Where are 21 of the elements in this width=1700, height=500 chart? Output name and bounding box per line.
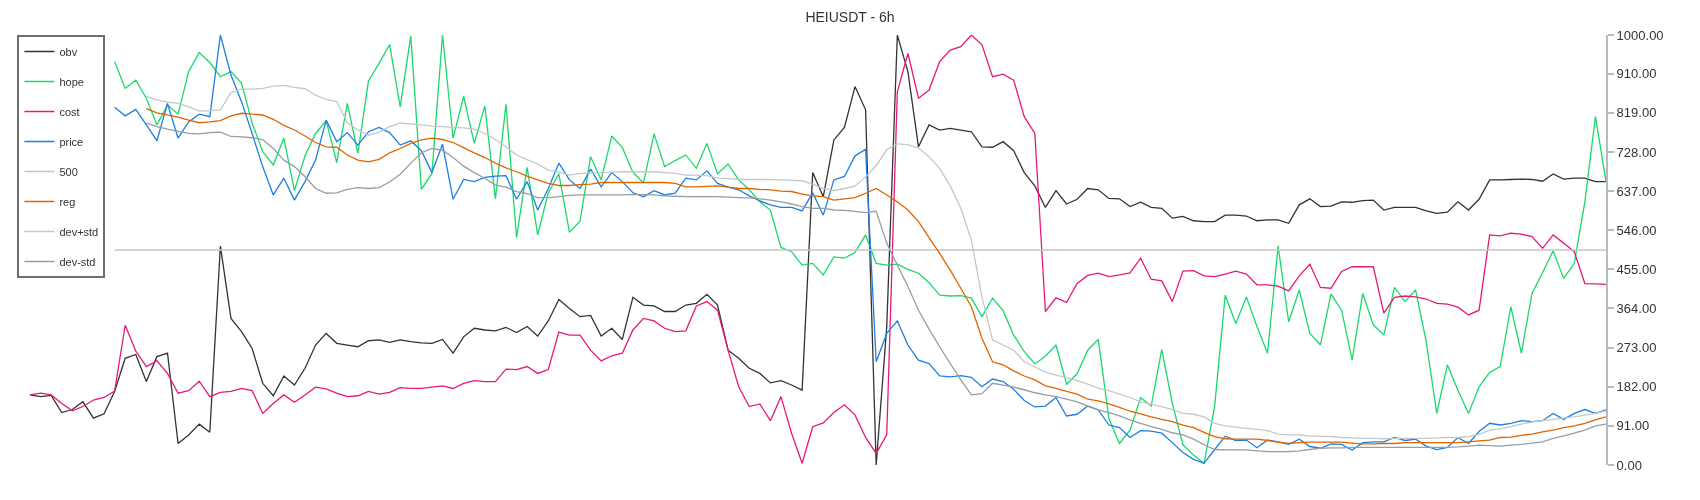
y-tick-label: 728.00: [1616, 144, 1657, 160]
y-tick-label: 364.00: [1616, 301, 1657, 317]
legend-label: hope: [59, 75, 84, 88]
y-tick-label: 1000.00: [1616, 27, 1664, 43]
legend-label: dev+std: [59, 225, 99, 238]
y-tick-label: 273.00: [1616, 340, 1657, 356]
y-tick-label: 819.00: [1616, 105, 1657, 121]
chart-title: HEIUSDT - 6h: [805, 8, 895, 25]
y-tick-label: 455.00: [1616, 261, 1657, 277]
y-tick-label: 546.00: [1616, 222, 1657, 238]
legend-label: dev-std: [59, 255, 96, 268]
y-tick-label: 637.00: [1616, 183, 1657, 199]
legend-label: obv: [59, 45, 78, 58]
y-tick-label: 0.00: [1616, 457, 1642, 473]
legend-label: reg: [59, 195, 76, 208]
legend-label: price: [59, 135, 84, 148]
y-tick-label: 91.00: [1616, 418, 1650, 434]
legend-label: 500: [59, 165, 78, 178]
y-tick-label: 182.00: [1616, 379, 1657, 395]
legend-label: cost: [59, 105, 80, 118]
y-tick-label: 910.00: [1616, 66, 1657, 82]
